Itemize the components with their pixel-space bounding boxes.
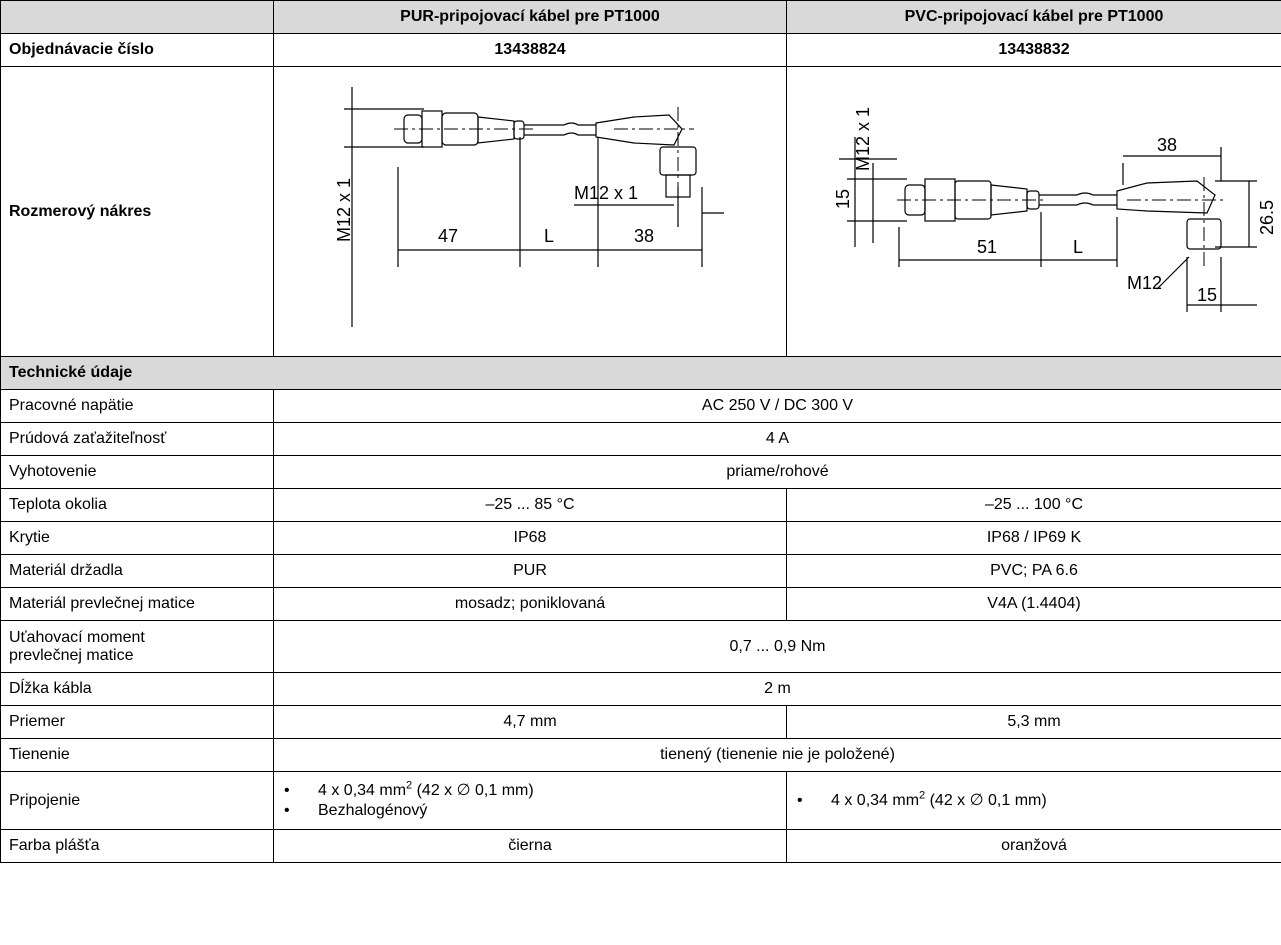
connection-pur-item-1: 4 x 0,34 mm2 (42 x ∅ 0,1 mm) <box>282 779 778 801</box>
dim-15-horizontal: 15 <box>1197 285 1217 305</box>
dim-15-vertical: 15 <box>833 189 853 209</box>
dim-L: L <box>544 226 554 246</box>
header-pvc-cable: PVC-pripojovací kábel pre PT1000 <box>786 0 1281 34</box>
temperature-pvc: –25 ... 100 °C <box>786 488 1281 522</box>
voltage-value: AC 250 V / DC 300 V <box>273 389 1281 423</box>
design-label: Vyhotovenie <box>0 455 274 489</box>
protection-row: Krytie IP68 IP68 / IP69 K <box>0 521 1281 555</box>
design-value: priame/rohové <box>273 455 1281 489</box>
dim-L-pvc: L <box>1073 237 1083 257</box>
nut-material-label: Materiál prevlečnej matice <box>0 587 274 621</box>
drawing-row: Rozmerový nákres <box>0 66 1281 357</box>
cable-length-label: Dĺžka kábla <box>0 672 274 706</box>
drawing-pvc-cell: M12 x 1 15 38 26.5 51 L M12 15 <box>786 66 1281 357</box>
pvc-cable-drawing: M12 x 1 15 38 26.5 51 L M12 15 <box>833 107 1277 312</box>
m12-label: M12 <box>1127 273 1162 293</box>
jacket-color-pvc: oranžová <box>786 829 1281 863</box>
voltage-row: Pracovné napätie AC 250 V / DC 300 V <box>0 389 1281 423</box>
current-row: Prúdová zaťažiteľnosť 4 A <box>0 422 1281 456</box>
shielding-label: Tienenie <box>0 738 274 772</box>
diameter-pvc: 5,3 mm <box>786 705 1281 739</box>
jacket-color-row: Farba plášťa čierna oranžová <box>0 829 1281 863</box>
conductor-text: 4 x 0,34 mm <box>831 791 920 809</box>
jacket-color-pur: čierna <box>273 829 787 863</box>
temperature-pur: –25 ... 85 °C <box>273 488 787 522</box>
connection-label: Pripojenie <box>0 771 274 830</box>
order-number-pvc: 13438832 <box>786 33 1281 67</box>
handle-material-pur: PUR <box>273 554 787 588</box>
shielding-value: tienený (tienenie nie je položené) <box>273 738 1281 772</box>
voltage-label: Pracovné napätie <box>0 389 274 423</box>
section-title: Technické údaje <box>0 356 1281 390</box>
torque-label: Uťahovací moment prevlečnej matice <box>0 620 274 673</box>
protection-pur: IP68 <box>273 521 787 555</box>
conductor-detail: (42 x ∅ 0,1 mm) <box>925 791 1047 809</box>
spec-table: PUR-pripojovací kábel pre PT1000 PVC-pri… <box>0 0 1281 863</box>
connection-pur-list: 4 x 0,34 mm2 (42 x ∅ 0,1 mm) Bezhalogéno… <box>282 779 778 821</box>
pur-cable-drawing: 47 L 38 M12 x 1 M12 x 1 <box>334 87 724 327</box>
order-number-row: Objednávacie číslo 13438824 13438832 <box>0 33 1281 67</box>
torque-label-line1: Uťahovací moment <box>9 628 145 646</box>
drawing-label: Rozmerový nákres <box>0 66 274 357</box>
jacket-color-label: Farba plášťa <box>0 829 274 863</box>
connection-pvc-item-1: 4 x 0,34 mm2 (42 x ∅ 0,1 mm) <box>795 789 1273 811</box>
connection-pvc-list: 4 x 0,34 mm2 (42 x ∅ 0,1 mm) <box>795 789 1273 811</box>
protection-label: Krytie <box>0 521 274 555</box>
design-row: Vyhotovenie priame/rohové <box>0 455 1281 489</box>
nut-material-row: Materiál prevlečnej matice mosadz; ponik… <box>0 587 1281 621</box>
temperature-row: Teplota okolia –25 ... 85 °C –25 ... 100… <box>0 488 1281 522</box>
dim-26-5: 26.5 <box>1257 200 1277 235</box>
conductor-text: 4 x 0,34 mm <box>318 781 407 799</box>
header-pur-cable: PUR-pripojovací kábel pre PT1000 <box>273 0 787 34</box>
torque-value: 0,7 ... 0,9 Nm <box>273 620 1281 673</box>
connection-pur-item-2: Bezhalogénový <box>282 801 778 821</box>
conductor-detail: (42 x ∅ 0,1 mm) <box>412 781 534 799</box>
current-value: 4 A <box>273 422 1281 456</box>
thread-label-pvc: M12 x 1 <box>853 107 873 171</box>
cable-length-row: Dĺžka kábla 2 m <box>0 672 1281 706</box>
dim-38: 38 <box>634 226 654 246</box>
torque-label-line2: prevlečnej matice <box>9 646 134 664</box>
connection-pur: 4 x 0,34 mm2 (42 x ∅ 0,1 mm) Bezhalogéno… <box>273 771 787 830</box>
shielding-row: Tienenie tienený (tienenie nie je polože… <box>0 738 1281 772</box>
current-label: Prúdová zaťažiteľnosť <box>0 422 274 456</box>
header-empty-cell <box>0 0 274 34</box>
protection-pvc: IP68 / IP69 K <box>786 521 1281 555</box>
nut-material-pur: mosadz; poniklovaná <box>273 587 787 621</box>
section-row: Technické údaje <box>0 356 1281 390</box>
superscript: 2 <box>919 789 926 802</box>
temperature-label: Teplota okolia <box>0 488 274 522</box>
order-number-pur: 13438824 <box>273 33 787 67</box>
dim-38-pvc: 38 <box>1157 135 1177 155</box>
thread-right-label: M12 x 1 <box>574 183 638 203</box>
nut-material-pvc: V4A (1.4404) <box>786 587 1281 621</box>
torque-row: Uťahovací moment prevlečnej matice 0,7 .… <box>0 620 1281 673</box>
connection-row: Pripojenie 4 x 0,34 mm2 (42 x ∅ 0,1 mm) … <box>0 771 1281 830</box>
handle-material-pvc: PVC; PA 6.6 <box>786 554 1281 588</box>
handle-material-row: Materiál držadla PUR PVC; PA 6.6 <box>0 554 1281 588</box>
superscript: 2 <box>406 779 413 792</box>
thread-left-label: M12 x 1 <box>334 178 354 242</box>
dim-47: 47 <box>438 226 458 246</box>
header-row: PUR-pripojovací kábel pre PT1000 PVC-pri… <box>0 0 1281 34</box>
diameter-label: Priemer <box>0 705 274 739</box>
diameter-row: Priemer 4,7 mm 5,3 mm <box>0 705 1281 739</box>
order-number-label: Objednávacie číslo <box>0 33 274 67</box>
diameter-pur: 4,7 mm <box>273 705 787 739</box>
drawing-pur-cell: 47 L 38 M12 x 1 M12 x 1 <box>273 66 787 357</box>
cable-length-value: 2 m <box>273 672 1281 706</box>
handle-material-label: Materiál držadla <box>0 554 274 588</box>
connection-pvc: 4 x 0,34 mm2 (42 x ∅ 0,1 mm) <box>786 771 1281 830</box>
dim-51: 51 <box>977 237 997 257</box>
